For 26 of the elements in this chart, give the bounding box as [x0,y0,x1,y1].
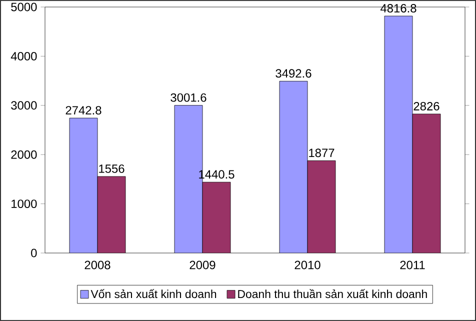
data-label: 1556 [99,164,124,173]
y-tick-label: 0 [31,248,37,258]
data-label: 3492.6 [276,69,312,78]
bar [97,176,126,253]
x-tick-label: 2010 [294,260,320,270]
bar [307,160,336,253]
bar [412,114,441,253]
data-label: 4816.8 [380,4,416,12]
data-label: 2826 [414,102,440,110]
y-tick-label: 2000 [11,150,37,159]
y-tick-label: 4000 [10,52,37,60]
data-label: 2742.8 [66,106,102,115]
x-tick-label: 2009 [190,260,216,270]
data-label: 3001.6 [170,93,206,102]
data-label: 1877 [309,148,334,158]
y-tick-label: 1000 [12,200,37,208]
y-tick-label: 3000 [11,101,37,110]
bar [69,118,98,253]
bar [279,80,308,253]
legend-label: Doanh thu thuần sản xuất kinh doanh [238,289,427,298]
bar [384,16,413,253]
x-tick-label: 2011 [400,260,425,270]
x-tick-label: 2008 [84,260,110,270]
legend-label: Vốn sản xuất kinh doanh [90,289,216,298]
bar [202,182,231,253]
y-tick-label: 5000 [11,2,37,12]
